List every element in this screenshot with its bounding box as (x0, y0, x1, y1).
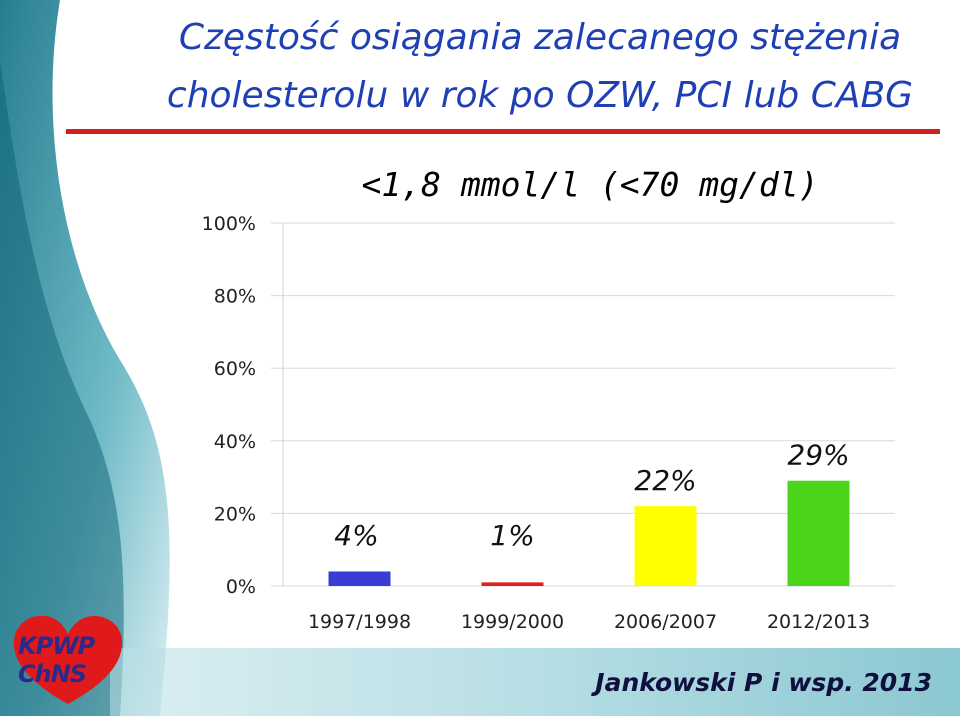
x-tick-label: 2012/2013 (767, 611, 870, 633)
bar (481, 582, 544, 586)
y-tick-label: 40% (214, 431, 256, 453)
logo-line-1: KPWP (18, 632, 95, 660)
bar (328, 571, 391, 586)
bar (634, 506, 697, 586)
bar-chart: <1,8 mmol/l (<70 mg/dl) 0% 20% 40% 60% 80% 100… (202, 165, 895, 633)
chart-title: <1,8 mmol/l (<70 mg/dl) (362, 165, 819, 204)
y-tick-label: 100% (202, 213, 256, 235)
x-tick-label: 1997/1998 (308, 611, 411, 633)
heart-icon (13, 615, 123, 704)
kpwp-chns-logo: KPWP ChNS (8, 612, 128, 708)
source-citation: Jankowski P i wsp. 2013 (595, 668, 932, 697)
x-tick-label: 1999/2000 (461, 611, 564, 633)
title-line-2: cholesterolu w rok po OZW, PCI lub CABG (166, 75, 914, 116)
teal-swoosh-inner (0, 60, 124, 716)
y-tick-label: 80% (214, 286, 256, 308)
y-tick-label: 20% (214, 503, 256, 525)
bottom-band (110, 648, 960, 716)
bar (787, 480, 850, 586)
x-tick-label: 2006/2007 (614, 611, 717, 633)
data-label: 1% (490, 519, 534, 552)
title-rule (66, 129, 940, 134)
data-label: 22% (634, 464, 696, 497)
logo-line-2: ChNS (18, 660, 87, 688)
y-tick-label: 60% (214, 358, 256, 380)
title-line-1: Częstość osiągania zalecanego stężenia (178, 17, 902, 58)
data-label: 4% (334, 519, 378, 552)
data-label: 29% (787, 439, 849, 472)
y-tick-label: 0% (226, 576, 256, 598)
